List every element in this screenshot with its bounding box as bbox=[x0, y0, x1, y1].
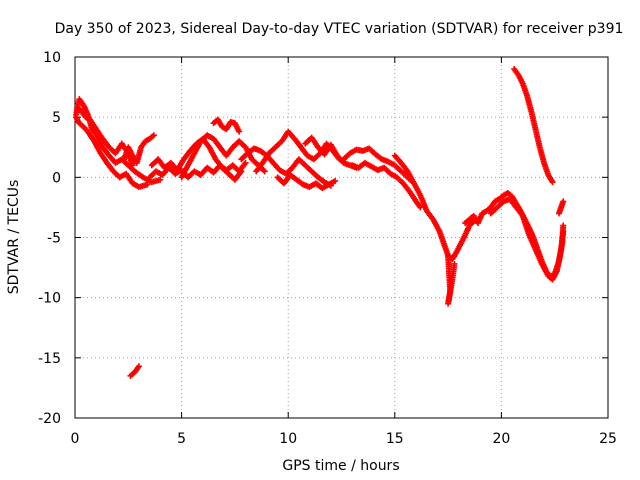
x-tick-label: 25 bbox=[599, 431, 617, 447]
data-point bbox=[157, 176, 164, 183]
axis-ticks: 0 5 10 15 20 25 -20 -15 -10 -5 0 5 10 bbox=[38, 50, 617, 447]
x-tick-label: 20 bbox=[492, 431, 510, 447]
data-points bbox=[73, 66, 567, 379]
y-tick-label: 0 bbox=[52, 170, 61, 186]
y-tick-label: 5 bbox=[52, 110, 61, 126]
data-point bbox=[332, 177, 339, 184]
data-point bbox=[560, 228, 567, 235]
data-point bbox=[150, 132, 157, 139]
data-point bbox=[560, 198, 567, 205]
data-point bbox=[451, 260, 458, 267]
data-point bbox=[560, 222, 567, 229]
chart-title: Day 350 of 2023, Sidereal Day-to-day VTE… bbox=[55, 21, 624, 37]
y-tick-label: 10 bbox=[43, 50, 61, 66]
y-tick-label: -5 bbox=[47, 231, 61, 247]
data-point bbox=[238, 168, 245, 175]
x-axis-label: GPS time / hours bbox=[282, 458, 399, 474]
data-point bbox=[242, 159, 249, 166]
data-point bbox=[129, 162, 136, 169]
data-point bbox=[549, 179, 556, 186]
grid bbox=[75, 57, 608, 418]
data-point bbox=[236, 128, 243, 135]
data-point bbox=[261, 168, 268, 175]
y-axis-label: SDTVAR / TECUs bbox=[6, 180, 22, 295]
data-point bbox=[135, 363, 142, 370]
y-tick-label: -15 bbox=[38, 351, 61, 367]
y-tick-label: -10 bbox=[38, 291, 61, 307]
data-point bbox=[144, 181, 151, 188]
x-tick-label: 5 bbox=[177, 431, 186, 447]
x-tick-label: 0 bbox=[71, 431, 80, 447]
x-tick-label: 10 bbox=[279, 431, 297, 447]
x-tick-label: 15 bbox=[386, 431, 404, 447]
y-tick-label: -20 bbox=[38, 411, 61, 427]
